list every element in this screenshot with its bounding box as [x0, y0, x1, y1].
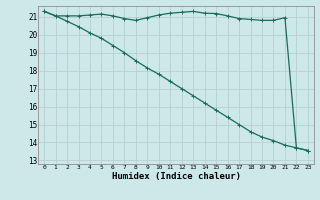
- X-axis label: Humidex (Indice chaleur): Humidex (Indice chaleur): [111, 172, 241, 181]
